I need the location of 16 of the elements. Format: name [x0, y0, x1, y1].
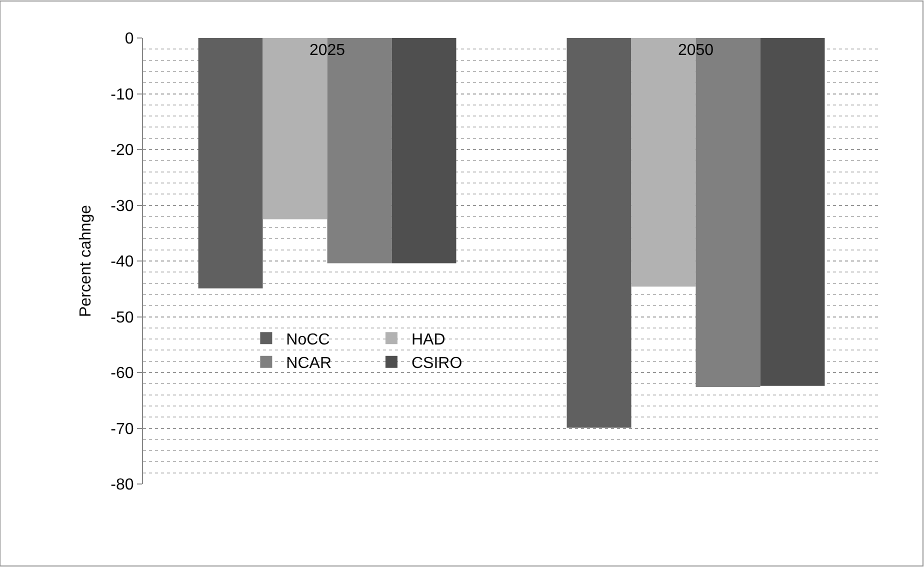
y-tick-label: -20: [110, 142, 134, 160]
y-tick-label: -40: [110, 254, 134, 271]
y-tick-label: 0: [124, 30, 134, 48]
x-tick-label: 2025: [309, 42, 346, 59]
x-tick-label: 2050: [678, 42, 714, 59]
legend-label: NoCC: [286, 331, 330, 348]
y-tick-label: -70: [110, 420, 134, 438]
y-tick-label: -50: [110, 309, 134, 326]
y-tick-label: -60: [110, 365, 134, 382]
y-tick-label: -30: [110, 198, 134, 215]
legend-label: NCAR: [286, 355, 332, 372]
legend-label: CSIRO: [411, 355, 462, 372]
y-tick-label: -80: [110, 476, 134, 494]
legend-label: HAD: [411, 331, 446, 348]
y-axis-title: Percent cahnge: [78, 204, 95, 318]
y-tick-label: -10: [110, 86, 134, 104]
